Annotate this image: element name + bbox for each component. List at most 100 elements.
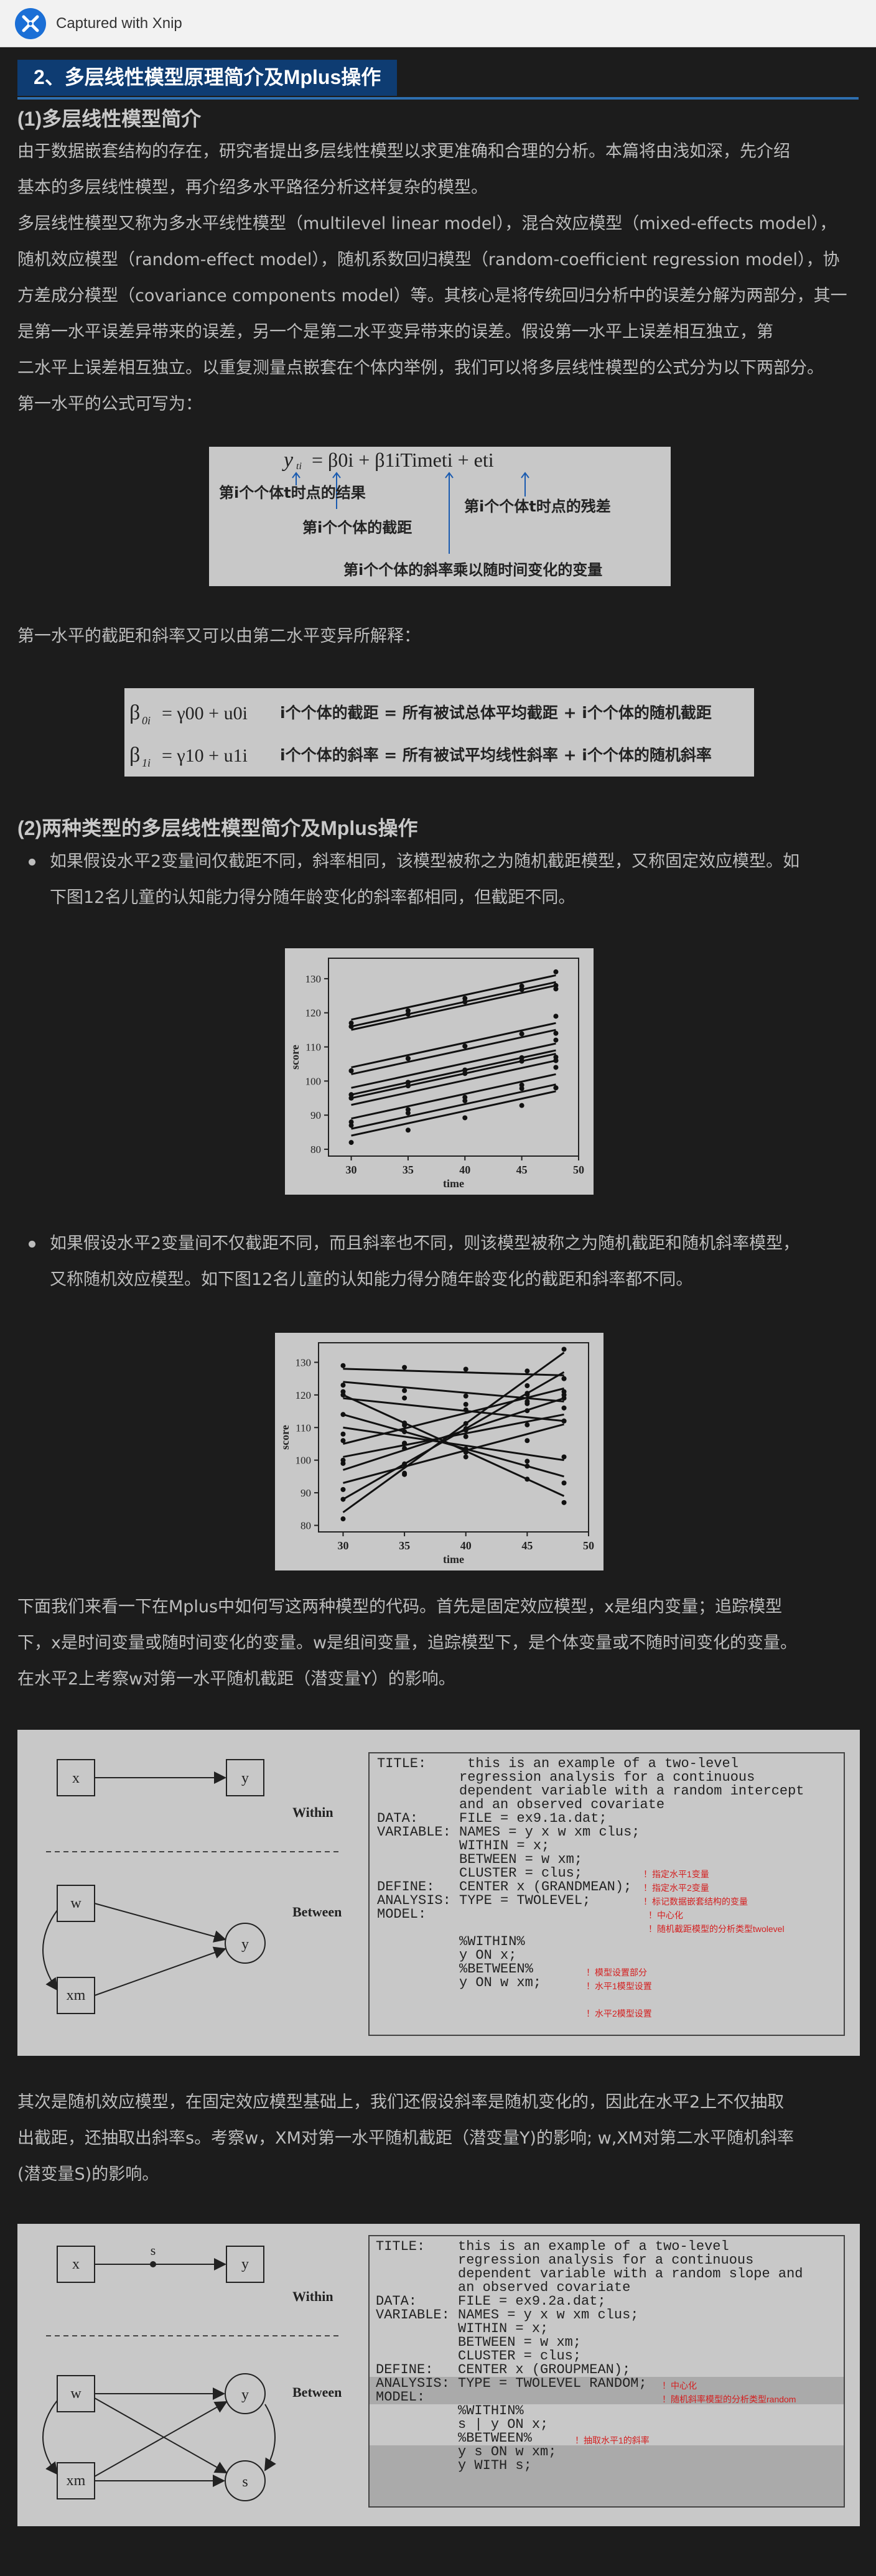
svg-text:y: y <box>241 1770 249 1786</box>
data-point <box>406 1111 411 1116</box>
svg-text:x: x <box>72 1770 80 1786</box>
data-point <box>553 969 558 974</box>
data-point <box>520 1086 524 1091</box>
data-point <box>524 1383 529 1388</box>
eq2-row1-text: i个个体的截距 = 所有被试总体平均截距 + i个个体的随机截距 <box>280 704 712 722</box>
data-point <box>464 1402 468 1407</box>
data-point <box>562 1500 567 1505</box>
eq2-row1-formula: = γ00 + u0i <box>162 703 248 724</box>
data-point <box>464 1394 468 1399</box>
data-point <box>524 1477 529 1482</box>
plot-frame <box>319 1343 589 1532</box>
svg-text:1i: 1i <box>142 757 151 769</box>
data-point <box>464 1434 468 1439</box>
svg-text:β: β <box>129 744 140 767</box>
code-line: dependent variable with a random interce… <box>377 1785 804 1798</box>
chart-svg: 30 35 40 45 50 80 90 100 110 120 130 time score <box>285 948 594 1195</box>
svg-text:y: y <box>241 2256 249 2272</box>
code-note: ！指定水平2变量 <box>643 1882 709 1894</box>
svg-text:ti: ti <box>296 461 302 472</box>
annotation-slope: 第i个个体的斜率乘以随时间变化的变量 <box>343 561 602 579</box>
code-line: WITHIN = x; <box>377 1839 804 1853</box>
data-point <box>402 1446 407 1451</box>
data-point <box>340 1393 345 1398</box>
code-note: ！指定水平1变量 <box>643 1868 709 1880</box>
svg-text:w: w <box>70 1895 82 1911</box>
data-point <box>562 1346 567 1351</box>
section-title: 2、多层线性模型原理简介及Mplus操作 <box>17 60 397 96</box>
level2-intro-text: 第一水平的截距和斜率又可以由第二水平变异所解释： <box>17 618 859 655</box>
level2-equation-figure: β 0i = γ00 + u0i i个个体的截距 = 所有被试总体平均截距 + … <box>124 688 754 777</box>
svg-text:xm: xm <box>67 2473 86 2489</box>
data-point <box>553 1085 558 1090</box>
data-point <box>340 1487 345 1492</box>
data-point <box>520 1058 524 1063</box>
annotation-intercept: 第i个个体的截距 <box>302 519 412 536</box>
data-point <box>349 1123 354 1128</box>
x-tick-label: 35 <box>403 1164 414 1176</box>
code-line: %WITHIN% <box>377 1935 804 1949</box>
code-line: DEFINE: CENTER x (GROUPMEAN); <box>376 2363 803 2377</box>
text-line: 是第一水平误差异带来的误差，另一个是第二水平变异带来的误差。假设第一水平上误差相… <box>17 314 859 350</box>
text-line: 二水平上误差相互独立。以重复测量点嵌套在个体内举例，我们可以将多层线性模型的公式… <box>17 350 859 386</box>
data-point <box>524 1399 529 1404</box>
data-point <box>340 1363 345 1368</box>
data-point <box>406 1056 411 1061</box>
data-point <box>524 1392 529 1397</box>
svg-text:0i: 0i <box>142 714 151 727</box>
xnip-logo-icon <box>15 8 46 39</box>
eq2-row2-formula: = γ10 + u1i <box>162 745 248 766</box>
x-tick-label: 45 <box>516 1164 528 1176</box>
code-line: CLUSTER = clus; <box>377 1867 804 1880</box>
y-tick-label: 100 <box>296 1455 312 1467</box>
annotation-outcome: 第i个个体t时点的结果 <box>219 484 366 502</box>
data-point <box>349 1140 354 1145</box>
series-line <box>352 1050 556 1094</box>
code-line: an observed covariate <box>376 2281 803 2295</box>
code-line: %WITHIN% <box>376 2404 803 2418</box>
data-point <box>349 1096 354 1101</box>
data-point <box>562 1393 567 1398</box>
code-line: regression analysis for a continuous <box>377 1771 804 1785</box>
path-diagram: x y s Within w xm y s Between <box>17 2224 366 2526</box>
svg-text:s: s <box>151 2242 156 2258</box>
x-tick-label: 40 <box>459 1164 470 1176</box>
series-line <box>343 1369 564 1375</box>
x-tick-label: 40 <box>460 1539 472 1552</box>
within-label: Within <box>292 1804 333 1820</box>
between-label: Between <box>292 1904 342 1920</box>
text-line: 基本的多层线性模型，再介绍多水平路径分析这样复杂的模型。 <box>17 170 859 206</box>
text-line: 由于数据嵌套结构的存在，研究者提出多层线性模型以求更准确和合理的分析。本篇将由浅… <box>17 134 859 170</box>
y-tick-label: 90 <box>310 1109 321 1121</box>
code-line: s | y ON x; <box>376 2418 803 2432</box>
data-point <box>524 1368 529 1373</box>
data-point <box>402 1388 407 1393</box>
code-line: BETWEEN = w xm; <box>377 1853 804 1867</box>
code-line: ANALYSIS: TYPE = TWOLEVEL RANDOM; <box>376 2377 803 2391</box>
code-line: regression analysis for a continuous <box>376 2254 803 2267</box>
code-note: ！标记数据嵌套结构的变量 <box>643 1895 748 1908</box>
data-point <box>402 1429 407 1434</box>
data-point <box>402 1421 407 1426</box>
data-point <box>402 1365 407 1370</box>
y-tick-label: 80 <box>301 1520 311 1532</box>
eq2-row2-text: i个个体的斜率 = 所有被试平均线性斜率 + i个个体的随机斜率 <box>280 746 712 764</box>
equation-rhs: = β0i + β1iTimeti + eti <box>312 449 494 471</box>
y-tick-label: 100 <box>305 1075 322 1087</box>
text-line: 如果假设水平2变量间仅截距不同，斜率相同，该模型被称之为随机截距模型，又称固定效… <box>50 844 859 880</box>
data-point <box>562 1376 567 1381</box>
y-tick-label: 130 <box>305 973 322 985</box>
data-point <box>553 1065 558 1070</box>
text-line: 出截距，还抽取出斜率s。考察w，XM对第一水平随机截距（潜变量Y)的影响; w,… <box>17 2121 859 2157</box>
chart-svg: 30 35 40 45 50 80 90 100 110 120 130 time score <box>275 1333 603 1570</box>
data-point <box>562 1480 567 1485</box>
mplus-intro-paragraph: 下面我们来看一下在Mplus中如何写这两种模型的代码。首先是固定效应模型，x是组… <box>17 1589 859 1697</box>
y-tick-label: 80 <box>310 1144 321 1155</box>
data-point <box>553 1014 558 1019</box>
between-label: Between <box>292 2384 342 2400</box>
data-point <box>462 1115 467 1120</box>
text-line: 第一水平的公式可写为： <box>17 386 859 422</box>
code-line: VARIABLE: NAMES = y x w xm clus; <box>376 2308 803 2322</box>
code-note: ！模型设置部分 <box>586 1966 647 1979</box>
x-axis-label: time <box>443 1553 464 1566</box>
